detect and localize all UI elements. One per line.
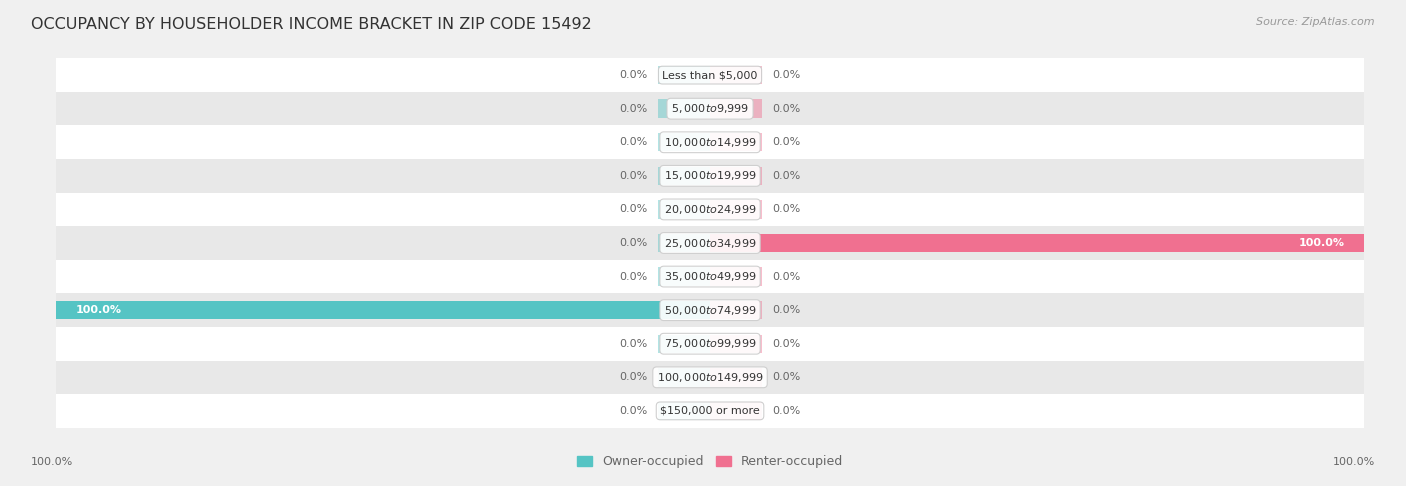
Text: $15,000 to $19,999: $15,000 to $19,999 bbox=[664, 169, 756, 182]
Text: Less than $5,000: Less than $5,000 bbox=[662, 70, 758, 80]
Bar bbox=[710, 167, 762, 185]
Bar bbox=[658, 133, 710, 152]
Text: 0.0%: 0.0% bbox=[772, 205, 800, 214]
Text: 0.0%: 0.0% bbox=[772, 372, 800, 382]
Text: $150,000 or more: $150,000 or more bbox=[661, 406, 759, 416]
Text: $25,000 to $34,999: $25,000 to $34,999 bbox=[664, 237, 756, 249]
Bar bbox=[56, 192, 1364, 226]
Legend: Owner-occupied, Renter-occupied: Owner-occupied, Renter-occupied bbox=[572, 450, 848, 473]
Text: 0.0%: 0.0% bbox=[620, 137, 648, 147]
Text: 0.0%: 0.0% bbox=[620, 372, 648, 382]
Bar bbox=[658, 200, 710, 219]
Text: 100.0%: 100.0% bbox=[1298, 238, 1344, 248]
Bar bbox=[658, 334, 710, 353]
Bar bbox=[658, 234, 710, 252]
Bar bbox=[56, 294, 1364, 327]
Bar bbox=[658, 368, 710, 386]
Bar bbox=[56, 159, 1364, 192]
Bar bbox=[710, 401, 762, 420]
Bar bbox=[56, 226, 1364, 260]
Bar bbox=[710, 66, 762, 85]
Text: 0.0%: 0.0% bbox=[772, 406, 800, 416]
Text: 0.0%: 0.0% bbox=[620, 171, 648, 181]
Bar bbox=[658, 167, 710, 185]
Text: 0.0%: 0.0% bbox=[772, 137, 800, 147]
Text: $50,000 to $74,999: $50,000 to $74,999 bbox=[664, 304, 756, 317]
Text: 0.0%: 0.0% bbox=[620, 238, 648, 248]
Text: 0.0%: 0.0% bbox=[620, 406, 648, 416]
Text: 0.0%: 0.0% bbox=[772, 171, 800, 181]
Bar bbox=[658, 66, 710, 85]
Bar bbox=[710, 234, 1364, 252]
Text: 0.0%: 0.0% bbox=[772, 70, 800, 80]
Text: 0.0%: 0.0% bbox=[772, 305, 800, 315]
Text: $10,000 to $14,999: $10,000 to $14,999 bbox=[664, 136, 756, 149]
Bar bbox=[710, 267, 762, 286]
Bar bbox=[56, 125, 1364, 159]
Bar bbox=[56, 361, 1364, 394]
Bar bbox=[710, 100, 762, 118]
Text: 0.0%: 0.0% bbox=[620, 70, 648, 80]
Bar bbox=[710, 133, 762, 152]
Text: $35,000 to $49,999: $35,000 to $49,999 bbox=[664, 270, 756, 283]
Bar bbox=[56, 260, 1364, 294]
Text: $75,000 to $99,999: $75,000 to $99,999 bbox=[664, 337, 756, 350]
Bar bbox=[56, 58, 1364, 92]
Text: 0.0%: 0.0% bbox=[772, 272, 800, 281]
Text: 0.0%: 0.0% bbox=[620, 104, 648, 114]
Text: 100.0%: 100.0% bbox=[31, 456, 73, 467]
Text: 0.0%: 0.0% bbox=[772, 104, 800, 114]
Text: Source: ZipAtlas.com: Source: ZipAtlas.com bbox=[1257, 17, 1375, 27]
Text: $100,000 to $149,999: $100,000 to $149,999 bbox=[657, 371, 763, 384]
Text: 0.0%: 0.0% bbox=[772, 339, 800, 349]
Text: 0.0%: 0.0% bbox=[620, 205, 648, 214]
Text: 0.0%: 0.0% bbox=[620, 272, 648, 281]
Text: $20,000 to $24,999: $20,000 to $24,999 bbox=[664, 203, 756, 216]
Text: 0.0%: 0.0% bbox=[620, 339, 648, 349]
Bar bbox=[658, 100, 710, 118]
Bar bbox=[56, 92, 1364, 125]
Text: $5,000 to $9,999: $5,000 to $9,999 bbox=[671, 102, 749, 115]
Bar bbox=[710, 200, 762, 219]
Text: OCCUPANCY BY HOUSEHOLDER INCOME BRACKET IN ZIP CODE 15492: OCCUPANCY BY HOUSEHOLDER INCOME BRACKET … bbox=[31, 17, 592, 32]
Bar bbox=[710, 301, 762, 319]
Text: 100.0%: 100.0% bbox=[1333, 456, 1375, 467]
Bar bbox=[56, 301, 710, 319]
Text: 100.0%: 100.0% bbox=[76, 305, 122, 315]
Bar bbox=[56, 394, 1364, 428]
Bar bbox=[658, 267, 710, 286]
Bar bbox=[658, 401, 710, 420]
Bar bbox=[56, 327, 1364, 361]
Bar bbox=[710, 368, 762, 386]
Bar bbox=[710, 334, 762, 353]
